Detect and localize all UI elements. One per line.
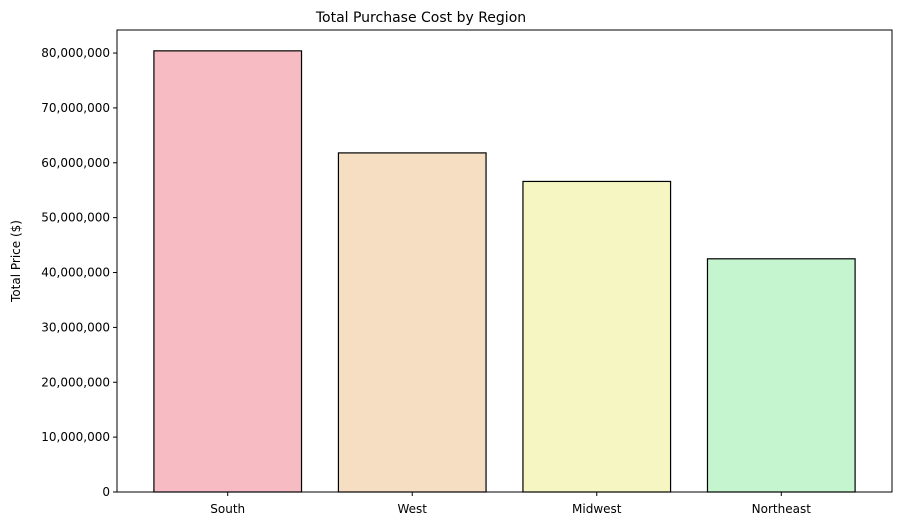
y-tick-label: 20,000,000 bbox=[41, 375, 110, 389]
y-tick-label: 80,000,000 bbox=[41, 46, 110, 60]
y-ticks-group: 0 10,000,000 20,000,000 30,000,000 40,000,00… bbox=[41, 46, 117, 499]
y-tick-label: 70,000,000 bbox=[41, 101, 110, 115]
plot-frame bbox=[116, 29, 893, 493]
bar-west bbox=[337, 152, 487, 493]
x-tick-label: Midwest bbox=[572, 502, 622, 516]
bars-group bbox=[153, 50, 856, 493]
x-tick-label: South bbox=[210, 502, 245, 516]
x-ticks-group: South West Midwest Northeast bbox=[210, 492, 811, 516]
bar-northeast bbox=[706, 258, 856, 493]
y-tick-label: 30,000,000 bbox=[41, 320, 110, 334]
y-tick-label: 10,000,000 bbox=[41, 430, 110, 444]
y-tick-label: 60,000,000 bbox=[41, 156, 110, 170]
y-axis-label: Total Price ($) bbox=[9, 220, 23, 303]
x-tick-label: West bbox=[397, 502, 427, 516]
y-tick-label: 0 bbox=[102, 485, 110, 499]
y-tick-label: 50,000,000 bbox=[41, 211, 110, 225]
bar-south bbox=[153, 50, 303, 493]
y-tick-label: 40,000,000 bbox=[41, 266, 110, 280]
bar-midwest bbox=[522, 180, 672, 493]
chart-title: Total Purchase Cost by Region bbox=[315, 10, 526, 26]
x-tick-label: Northeast bbox=[752, 502, 812, 516]
